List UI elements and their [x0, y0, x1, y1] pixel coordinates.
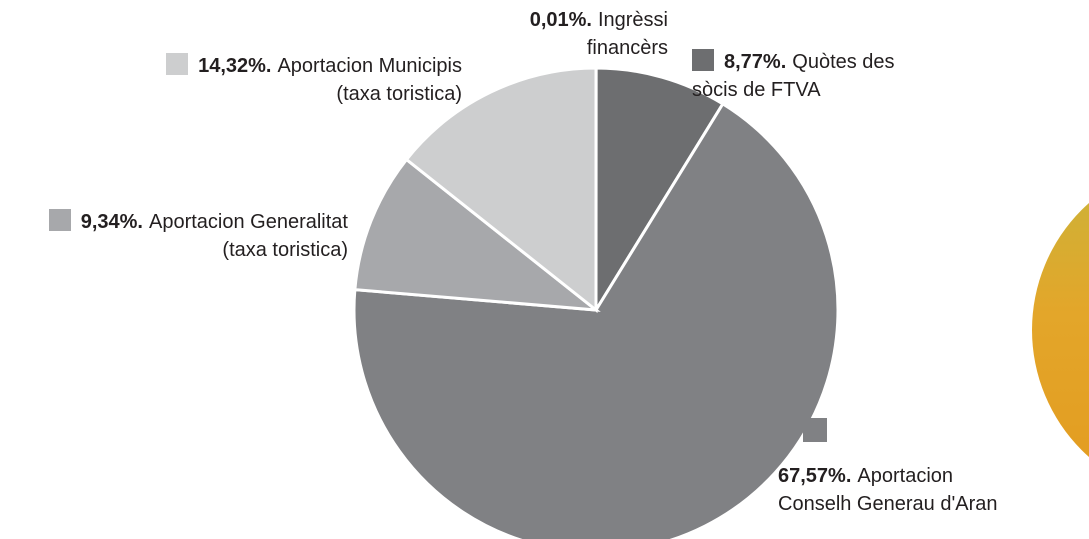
slice-label: 9,34%. Aportacion Generalitat (taxa toris…	[0, 208, 348, 264]
slice-label: 14,32%. Aportacion Municipis (taxa torist…	[150, 52, 462, 108]
category-label: Ingrèssi financèrs	[587, 9, 668, 59]
legend-swatch	[803, 418, 827, 442]
pie	[354, 68, 838, 539]
legend-swatch	[49, 209, 71, 231]
value-label: 14,32%.	[198, 55, 271, 77]
decor-circle	[1032, 160, 1089, 500]
category-label: Aportacion Municipis (taxa toristica)	[277, 55, 462, 105]
slice-label: 8,77%.Quòtes des sòcis de FTVA	[692, 48, 897, 104]
value-label: 9,34%.	[81, 211, 143, 233]
value-label: 0,01%.	[530, 9, 592, 31]
legend-swatch	[166, 53, 188, 75]
legend-swatch	[692, 49, 714, 71]
category-label: Quòtes des sòcis de FTVA	[692, 51, 895, 101]
slice-label: 67,57%.Aportacion Conselh Generau d'Aran	[778, 462, 1018, 518]
category-label: Aportacion Generalitat (taxa toristica)	[149, 211, 348, 261]
page: 0,01%.Ingrèssi financèrs 8,77%.Quòtes des…	[0, 0, 1089, 539]
slice-label: 0,01%.Ingrèssi financèrs	[478, 6, 668, 62]
value-label: 67,57%.	[778, 465, 851, 487]
value-label: 8,77%.	[724, 51, 786, 73]
